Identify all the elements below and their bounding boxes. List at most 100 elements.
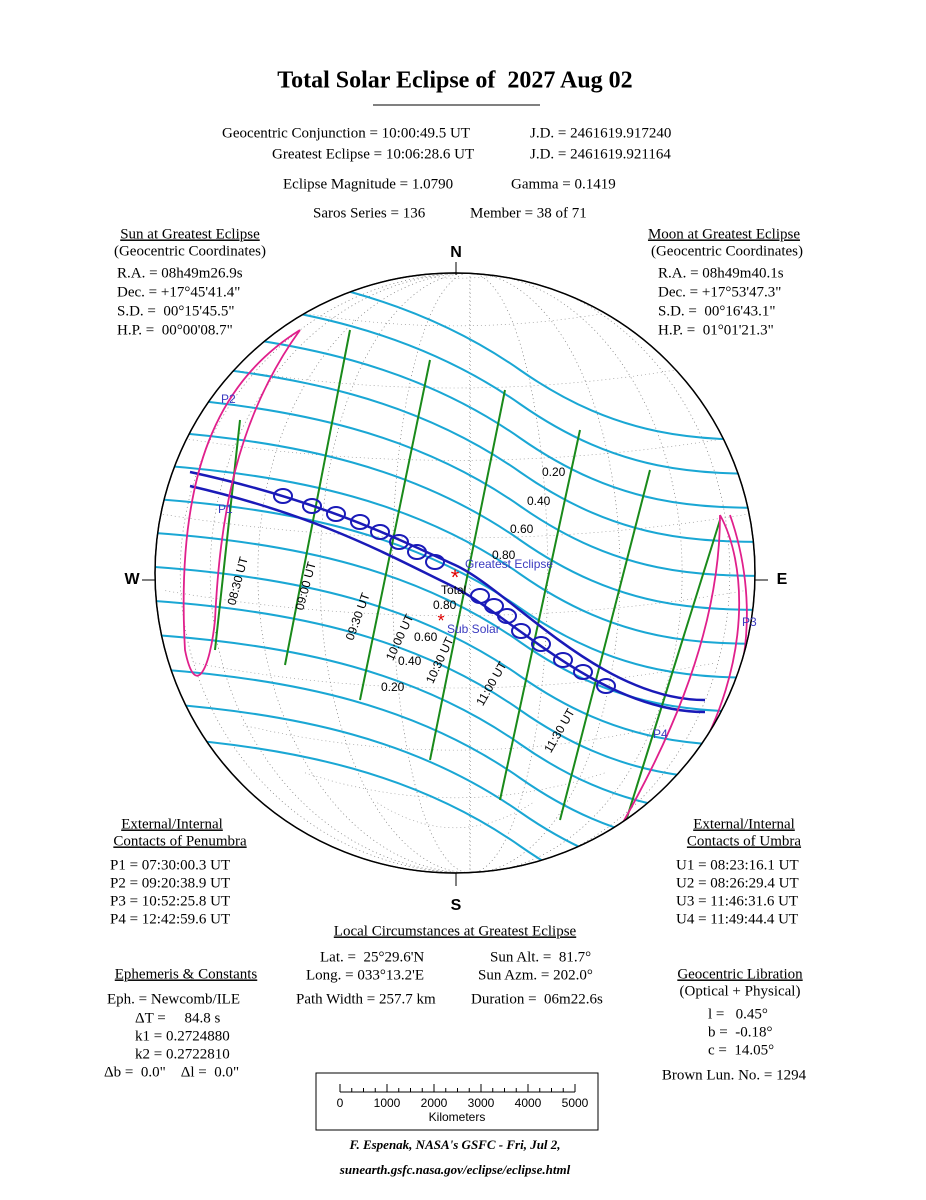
parallel <box>155 512 755 539</box>
local-row: Path Width = 257.7 km <box>296 991 436 1007</box>
block-title: Geocentric Libration <box>677 966 803 982</box>
block-line: R.A. = 08h49m40.1s <box>658 265 784 281</box>
info: Saros Series = 136 <box>313 205 426 221</box>
penumbra-curve <box>155 395 755 577</box>
block-subtitle: Contacts of Penumbra <box>113 833 247 849</box>
block-line: U2 = 08:26:29.4 UT <box>676 875 799 891</box>
umbra-shadow <box>484 598 504 614</box>
info: Geocentric Conjunction = 10:00:49.5 UT <box>222 125 470 141</box>
info: Greatest Eclipse = 10:06:28.6 UT <box>272 146 474 162</box>
penumbra-curve <box>155 463 755 645</box>
block-line: c = 14.05° <box>708 1042 774 1058</box>
parallel <box>304 273 606 279</box>
penumbra-curve <box>155 701 755 873</box>
info: Gamma = 0.1419 <box>511 176 616 192</box>
footer: F. Espenak, NASA's GSFC - Fri, Jul 2, <box>348 1137 560 1152</box>
compass-e: E <box>777 571 788 588</box>
penumbra-curve <box>155 565 755 747</box>
block-subtitle: Contacts of Umbra <box>687 833 801 849</box>
footer: sunearth.gsfc.nasa.gov/eclipse/eclipse.h… <box>339 1162 571 1177</box>
penumbra-curve <box>155 361 755 543</box>
parallel <box>377 802 533 829</box>
time-line <box>619 519 721 841</box>
block-title: Sun at Greatest Eclipse <box>120 226 260 242</box>
time-line <box>499 429 581 801</box>
time-line <box>214 419 241 651</box>
block-title: Moon at Greatest Eclipse <box>648 226 800 242</box>
meridian <box>257 273 683 873</box>
time-line <box>359 359 431 701</box>
local-row: Long. = 033°13.2'E <box>306 967 424 983</box>
map-label: P2 <box>221 392 236 406</box>
map-label: P4 <box>653 727 668 741</box>
block-line: Dec. = +17°45'41.4" <box>117 284 240 300</box>
block-line: P4 = 12:42:59.6 UT <box>110 911 230 927</box>
block-line: k1 = 0.2724880 <box>135 1028 230 1044</box>
marker: * <box>451 565 460 590</box>
umbra-shadow <box>302 498 322 514</box>
penumbra-curve <box>155 429 755 611</box>
umbra-shadow <box>370 524 390 540</box>
info: Member = 38 of 71 <box>470 205 587 221</box>
umbra-shadow <box>407 544 427 560</box>
map-label: 0.60 <box>414 630 438 644</box>
block-line: R.A. = 08h49m26.9s <box>117 265 243 281</box>
umbra-shadow <box>326 506 346 522</box>
map-label: Total <box>441 583 466 597</box>
local-row: Lat. = 25°29.6'N <box>320 949 424 965</box>
umbra-shadow <box>511 623 531 639</box>
map-label: 0.40 <box>398 654 422 668</box>
map-label: 0.80 <box>433 598 457 612</box>
umbra-shadow <box>553 652 573 668</box>
block-line: P3 = 10:52:25.8 UT <box>110 893 230 909</box>
scale-label: 4000 <box>515 1096 542 1110</box>
block-line: P1 = 07:30:00.3 UT <box>110 857 230 873</box>
lunation: Brown Lun. No. = 1294 <box>662 1067 807 1083</box>
penumbra-curve <box>155 735 755 873</box>
parallel <box>304 772 606 799</box>
info: J.D. = 2461619.921164 <box>530 146 671 162</box>
map-label: P1 <box>218 502 233 516</box>
umbra-shadow <box>425 554 445 570</box>
block-line: U1 = 08:23:16.1 UT <box>676 857 799 873</box>
map-label: Sub Solar <box>447 622 500 636</box>
block-title: External/Internal <box>693 816 795 832</box>
umbra-shadow <box>389 534 409 550</box>
scale-unit: Kilometers <box>429 1110 486 1124</box>
block-subtitle: (Optical + Physical) <box>680 983 801 999</box>
scale-label: 3000 <box>468 1096 495 1110</box>
block-line: k2 = 0.2722810 <box>135 1046 230 1062</box>
umbra-shadow <box>497 608 517 624</box>
rise-set-curve <box>182 329 301 677</box>
info: J.D. = 2461619.917240 <box>530 125 671 141</box>
block-line: U3 = 11:46:31.6 UT <box>676 893 798 909</box>
umbra-shadow <box>350 514 370 530</box>
marker: * <box>437 611 444 631</box>
scale-label: 5000 <box>562 1096 589 1110</box>
block-line: U4 = 11:49:44.4 UT <box>676 911 798 927</box>
block-line: H.P. = 00°00'08.7" <box>117 322 233 338</box>
block-line: S.D. = 00°16'43.1" <box>658 303 775 319</box>
map-label: 0.20 <box>381 680 405 694</box>
map-label: 0.40 <box>527 494 551 508</box>
block-line: Dec. = +17°53'47.3" <box>658 284 781 300</box>
scale-label: 0 <box>337 1096 344 1110</box>
info: Eclipse Magnitude = 1.0790 <box>283 176 453 192</box>
umbra-shadow <box>273 488 293 504</box>
block-line: P2 = 09:20:38.9 UT <box>110 875 230 891</box>
local-row: Sun Azm. = 202.0° <box>478 967 593 983</box>
block-line: b = -0.18° <box>708 1024 772 1040</box>
block-subtitle: (Geocentric Coordinates) <box>114 243 266 259</box>
penumbra-curve <box>155 531 755 713</box>
map-label: 0.80 <box>492 548 516 562</box>
scale-box <box>315 1072 599 1131</box>
time-line <box>429 389 506 761</box>
block-title: External/Internal <box>121 816 223 832</box>
map-label: P3 <box>742 615 757 629</box>
parallel <box>195 662 715 689</box>
meridian <box>392 273 548 873</box>
map-label: 0.60 <box>510 522 534 536</box>
block-subtitle: (Geocentric Coordinates) <box>651 243 803 259</box>
block-line: ΔT = 84.8 s <box>135 1010 220 1026</box>
